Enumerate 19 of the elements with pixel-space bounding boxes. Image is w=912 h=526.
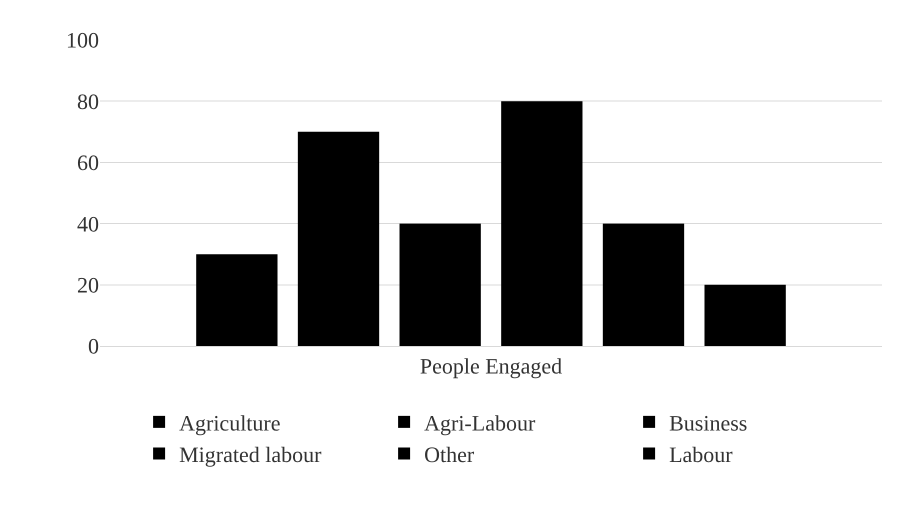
bar	[501, 101, 582, 346]
y-tick-label: 60	[77, 150, 99, 176]
y-tick-label: 40	[77, 211, 99, 236]
bar	[196, 254, 278, 346]
y-tick-label: 20	[77, 272, 99, 298]
y-tick-label: 80	[77, 88, 99, 114]
legend-label: Labour	[669, 442, 734, 468]
y-tick-label: 0	[88, 334, 99, 359]
bar	[298, 132, 380, 346]
legend-label: Agriculture	[179, 410, 281, 436]
legend-label: Business	[669, 410, 748, 436]
legend-label: Migrated labour	[179, 442, 322, 468]
bar	[602, 224, 684, 346]
bar	[400, 224, 481, 346]
legend-label: Agri-Labour	[424, 410, 536, 436]
legend-label: Other	[424, 442, 475, 468]
bar	[704, 284, 786, 346]
x-tick-label: People Engaged	[420, 353, 562, 378]
y-tick-label: 100	[66, 28, 99, 53]
